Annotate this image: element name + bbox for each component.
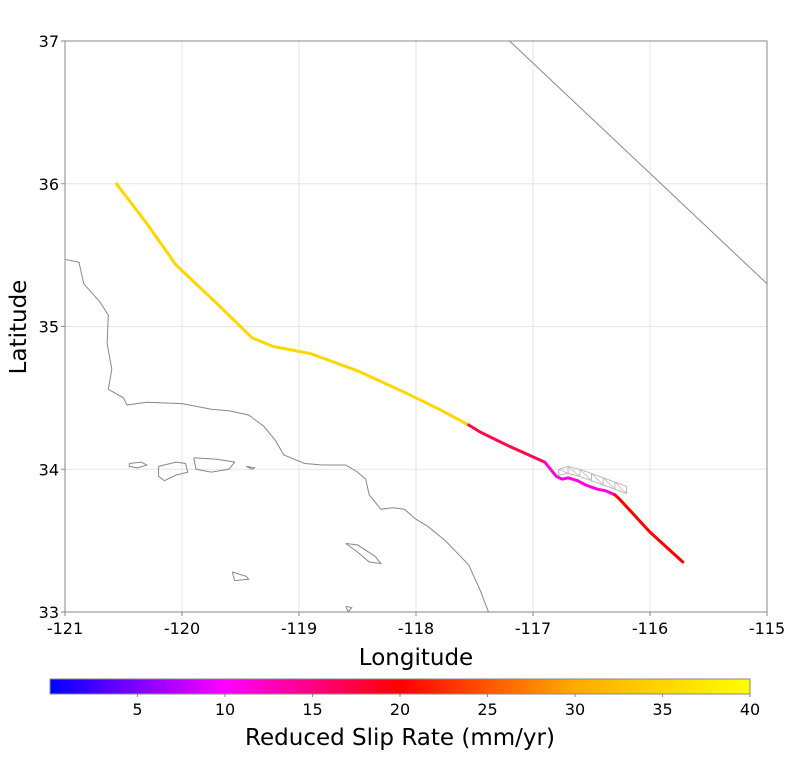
colorbar-tick-label-7: 40 xyxy=(740,700,760,719)
coastline-island-1 xyxy=(158,461,189,482)
fault-segment-3 xyxy=(613,493,685,564)
coastline-island-5 xyxy=(231,571,250,582)
x-tick-label-3: -118 xyxy=(398,619,434,638)
y-tick-label-0: 33 xyxy=(39,603,59,622)
x-tick-label-2: -119 xyxy=(281,619,317,638)
coastline xyxy=(65,258,489,612)
colorbar-title: Reduced Slip Rate (mm/yr) xyxy=(245,725,555,751)
y-tick-label-1: 34 xyxy=(39,460,59,479)
x-tick-label-4: -117 xyxy=(515,619,551,638)
y-axis-ticks: 33 34 35 36 37 xyxy=(39,32,65,622)
fault-segment-1 xyxy=(467,423,547,464)
x-axis-title: Longitude xyxy=(359,645,473,671)
colorbar-ticks: 5 10 15 20 25 30 35 40 xyxy=(132,694,760,719)
state-boundary xyxy=(509,41,767,285)
x-tick-label-6: -115 xyxy=(749,619,785,638)
x-tick-label-1: -120 xyxy=(164,619,200,638)
colorbar-tick-label-1: 10 xyxy=(215,700,235,719)
colorbar-tick-label-4: 25 xyxy=(477,700,497,719)
fault-surface-hatch-0 xyxy=(558,468,569,474)
colorbar-tick-label-0: 5 xyxy=(132,700,142,719)
fault-trace xyxy=(115,182,685,564)
x-axis-ticks: -121 -120 -119 -118 -117 -116 -115 xyxy=(47,612,785,638)
boundary-line xyxy=(509,41,767,285)
coastline-island-6 xyxy=(345,605,353,612)
fault-surface-hatch-2 xyxy=(579,468,592,481)
coastline-island-0 xyxy=(128,461,149,469)
colorbar xyxy=(49,678,751,695)
x-tick-label-5: -116 xyxy=(632,619,668,638)
colorbar-tick-label-5: 30 xyxy=(565,700,585,719)
coastline-island-3 xyxy=(246,465,256,470)
fault-surface-hatch-4 xyxy=(602,477,616,490)
coastline-island-4 xyxy=(345,543,383,565)
coastline-mainland xyxy=(65,258,489,612)
fault-surface-patch xyxy=(558,465,628,495)
y-tick-label-3: 36 xyxy=(39,175,59,194)
x-tick-label-0: -121 xyxy=(47,619,83,638)
fault-surface-hatch-5 xyxy=(614,481,627,494)
y-tick-label-4: 37 xyxy=(39,32,59,51)
colorbar-tick-label-2: 15 xyxy=(302,700,322,719)
colorbar-tick-label-3: 20 xyxy=(390,700,410,719)
fault-segment-0 xyxy=(115,182,471,427)
fault-segment-2 xyxy=(543,460,617,497)
y-tick-label-2: 35 xyxy=(39,318,59,337)
fault-surface-hatch-1 xyxy=(567,466,581,477)
fault-surface-hatch-3 xyxy=(591,473,604,486)
colorbar-tick-label-6: 35 xyxy=(652,700,672,719)
y-axis-title: Latitude xyxy=(6,280,32,375)
coastline-island-2 xyxy=(193,457,236,473)
